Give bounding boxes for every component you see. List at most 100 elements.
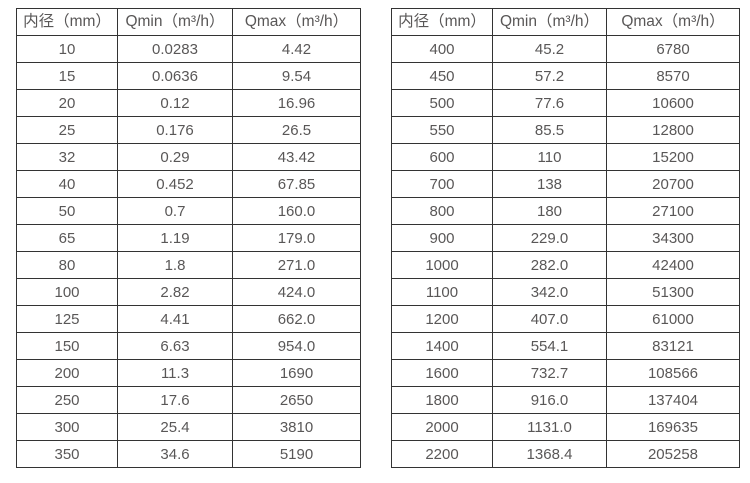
table-cell: 25 — [16, 116, 118, 144]
table-cell: 1690 — [232, 359, 361, 387]
table-cell: 407.0 — [492, 305, 607, 333]
table-cell: 57.2 — [492, 62, 607, 90]
table-row: 150 6.63 954.0 — [16, 332, 361, 360]
table-cell: 77.6 — [492, 89, 607, 117]
table-cell: 205258 — [606, 440, 740, 468]
table-cell: 34.6 — [117, 440, 233, 468]
diameter-flow-table-small: 内径（mm） Qmin（m³/h） Qmax（m³/h） 10 0.0283 4.42 1… — [16, 8, 361, 468]
table-cell: 0.0283 — [117, 35, 233, 63]
table-cell: 342.0 — [492, 278, 607, 306]
table-row: 50 0.7 160.0 — [16, 197, 361, 225]
table-cell: 1400 — [391, 332, 493, 360]
table-cell: 43.42 — [232, 143, 361, 171]
table-row: 450 57.2 8570 — [391, 62, 740, 90]
table-cell: 34300 — [606, 224, 740, 252]
table-cell: 424.0 — [232, 278, 361, 306]
table-cell: 0.7 — [117, 197, 233, 225]
table-cell: 800 — [391, 197, 493, 225]
table-row: 800 180 27100 — [391, 197, 740, 225]
table-cell: 50 — [16, 197, 118, 225]
table-cell: 4.41 — [117, 305, 233, 333]
table-cell: 1131.0 — [492, 413, 607, 441]
table-cell: 25.4 — [117, 413, 233, 441]
table-cell: 3810 — [232, 413, 361, 441]
table-cell: 125 — [16, 305, 118, 333]
table-cell: 11.3 — [117, 359, 233, 387]
table-row: 550 85.5 12800 — [391, 116, 740, 144]
table-cell: 282.0 — [492, 251, 607, 279]
table-row: 40 0.452 67.85 — [16, 170, 361, 198]
table-cell: 20 — [16, 89, 118, 117]
table-cell: 83121 — [606, 332, 740, 360]
table-cell: 138 — [492, 170, 607, 198]
table-row: 1100 342.0 51300 — [391, 278, 740, 306]
table-cell: 15200 — [606, 143, 740, 171]
table-row: 20 0.12 16.96 — [16, 89, 361, 117]
table-row: 1800 916.0 137404 — [391, 386, 740, 414]
table-row: 300 25.4 3810 — [16, 413, 361, 441]
table-row: 250 17.6 2650 — [16, 386, 361, 414]
table-cell: 42400 — [606, 251, 740, 279]
header-cell: Qmin（m³/h） — [117, 8, 233, 36]
header-cell: 内径（mm） — [16, 8, 118, 36]
table-cell: 5190 — [232, 440, 361, 468]
table-row: 1400 554.1 83121 — [391, 332, 740, 360]
header-row: 内径（mm） Qmin（m³/h） Qmax（m³/h） — [16, 8, 361, 36]
table-cell: 600 — [391, 143, 493, 171]
table-cell: 1.19 — [117, 224, 233, 252]
table-cell: 6780 — [606, 35, 740, 63]
table-row: 25 0.176 26.5 — [16, 116, 361, 144]
table-cell: 2200 — [391, 440, 493, 468]
table-cell: 2000 — [391, 413, 493, 441]
header-cell: 内径（mm） — [391, 8, 493, 36]
table-cell: 51300 — [606, 278, 740, 306]
table-row: 15 0.0636 9.54 — [16, 62, 361, 90]
header-cell: Qmax（m³/h） — [232, 8, 361, 36]
table-cell: 2.82 — [117, 278, 233, 306]
table-cell: 350 — [16, 440, 118, 468]
table-cell: 500 — [391, 89, 493, 117]
table-cell: 137404 — [606, 386, 740, 414]
table-cell: 160.0 — [232, 197, 361, 225]
table-cell: 26.5 — [232, 116, 361, 144]
table-cell: 1000 — [391, 251, 493, 279]
table-cell: 400 — [391, 35, 493, 63]
table-row: 350 34.6 5190 — [16, 440, 361, 468]
table-cell: 100 — [16, 278, 118, 306]
table-cell: 108566 — [606, 359, 740, 387]
table-cell: 16.96 — [232, 89, 361, 117]
table-cell: 9.54 — [232, 62, 361, 90]
table-cell: 1800 — [391, 386, 493, 414]
table-cell: 8570 — [606, 62, 740, 90]
table-cell: 700 — [391, 170, 493, 198]
table-row: 1000 282.0 42400 — [391, 251, 740, 279]
table-cell: 80 — [16, 251, 118, 279]
table-cell: 1368.4 — [492, 440, 607, 468]
table-cell: 0.12 — [117, 89, 233, 117]
table-cell: 450 — [391, 62, 493, 90]
table-cell: 150 — [16, 332, 118, 360]
table-row: 65 1.19 179.0 — [16, 224, 361, 252]
table-cell: 65 — [16, 224, 118, 252]
table-row: 500 77.6 10600 — [391, 89, 740, 117]
table-row: 2200 1368.4 205258 — [391, 440, 740, 468]
table-cell: 40 — [16, 170, 118, 198]
table-cell: 10600 — [606, 89, 740, 117]
table-row: 400 45.2 6780 — [391, 35, 740, 63]
table-cell: 1.8 — [117, 251, 233, 279]
table-row: 1200 407.0 61000 — [391, 305, 740, 333]
table-cell: 169635 — [606, 413, 740, 441]
table-cell: 0.0636 — [117, 62, 233, 90]
table-row: 10 0.0283 4.42 — [16, 35, 361, 63]
table-cell: 1100 — [391, 278, 493, 306]
table-cell: 2650 — [232, 386, 361, 414]
table-cell: 20700 — [606, 170, 740, 198]
table-row: 1600 732.7 108566 — [391, 359, 740, 387]
table-row: 32 0.29 43.42 — [16, 143, 361, 171]
table-row: 900 229.0 34300 — [391, 224, 740, 252]
table-row: 2000 1131.0 169635 — [391, 413, 740, 441]
header-cell: Qmin（m³/h） — [492, 8, 607, 36]
table-cell: 17.6 — [117, 386, 233, 414]
table-cell: 900 — [391, 224, 493, 252]
table-cell: 32 — [16, 143, 118, 171]
